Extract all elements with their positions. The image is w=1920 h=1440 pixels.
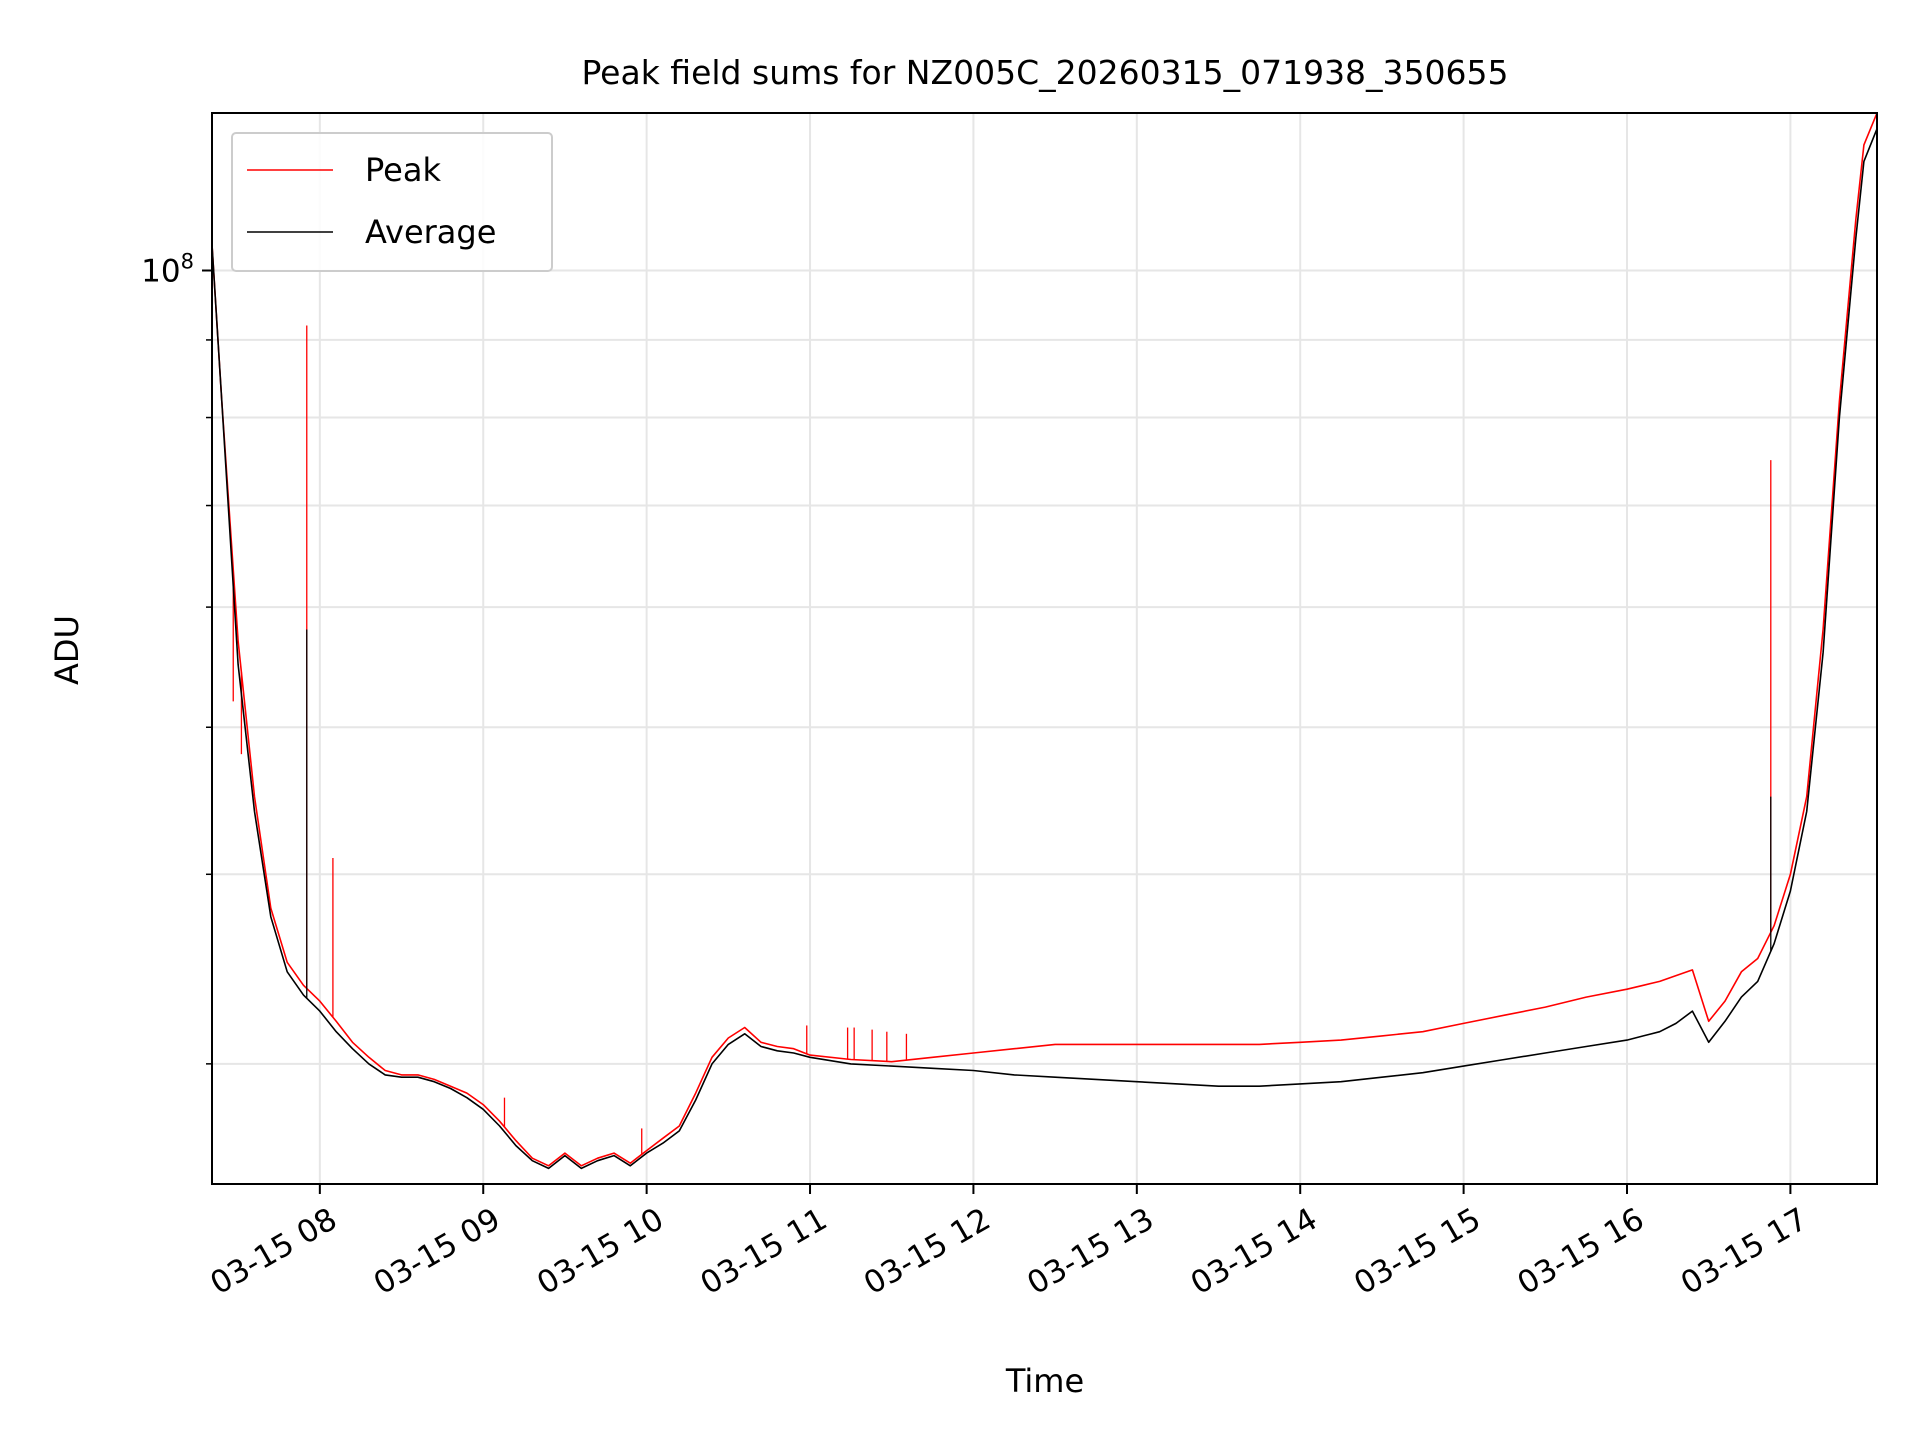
- y-tick-label-exponent: 8: [181, 250, 194, 274]
- legend-average-label: Average: [365, 213, 496, 251]
- x-axis-label: Time: [1005, 1362, 1084, 1400]
- chart-title: Peak field sums for NZ005C_20260315_0719…: [581, 53, 1508, 92]
- legend-peak-label: Peak: [365, 151, 441, 189]
- series-line-peak: [211, 112, 1878, 1167]
- plot-area: [211, 112, 1878, 1185]
- legend: Peak Average: [231, 132, 553, 272]
- series-line-average: [211, 128, 1878, 1170]
- y-axis-label: ADU: [48, 615, 86, 685]
- legend-box: [231, 132, 553, 272]
- y-tick-label-base: 10: [141, 254, 180, 290]
- y-tick-label: 108: [141, 250, 194, 290]
- grid: [212, 113, 1877, 1184]
- series-lines: [211, 112, 1878, 1170]
- y-axis: 108: [141, 250, 212, 1065]
